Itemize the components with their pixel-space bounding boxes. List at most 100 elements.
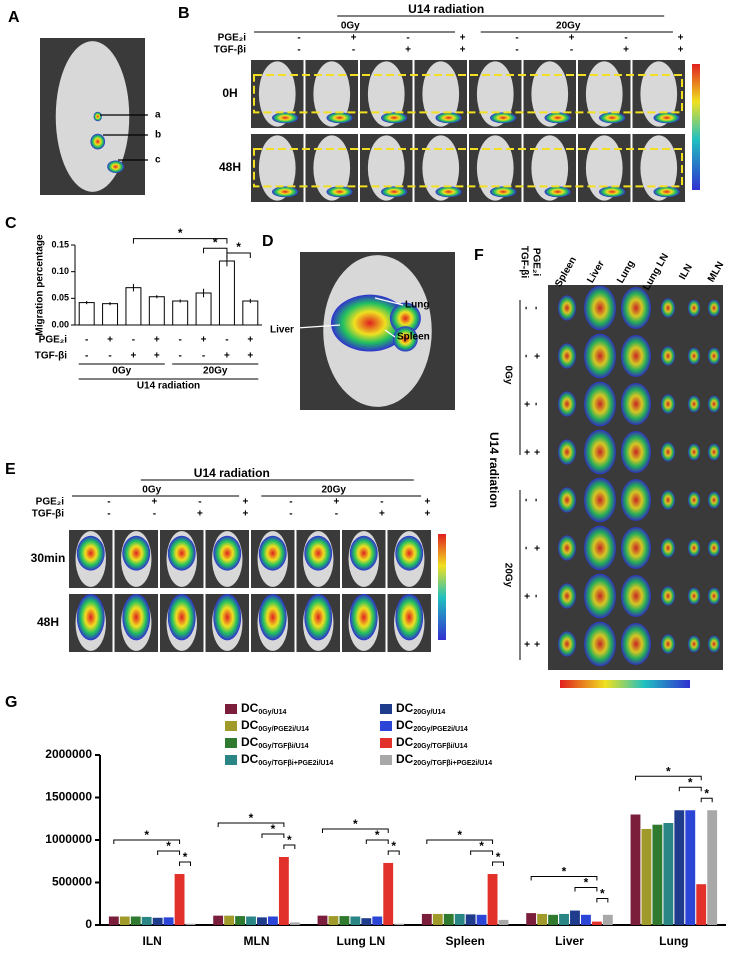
organ xyxy=(621,287,651,329)
dose: 0Gy xyxy=(142,485,161,496)
x-tick-label: MLN xyxy=(244,934,270,948)
bar xyxy=(78,302,95,326)
mouse-body xyxy=(258,135,296,201)
signal xyxy=(326,186,353,198)
sign: - xyxy=(352,45,355,56)
row-label: TGF-βi xyxy=(35,351,67,362)
dose: 0Gy xyxy=(502,366,513,385)
annotation: * xyxy=(496,850,501,864)
sign: + xyxy=(351,33,357,44)
bar xyxy=(570,910,580,925)
x-tick-label: Lung LN xyxy=(337,934,386,948)
row-label: TGF-βi xyxy=(214,45,246,56)
legend-swatch xyxy=(225,755,237,765)
x-tick-label: Spleen xyxy=(445,934,484,948)
annotation: * xyxy=(353,817,358,831)
bracket xyxy=(226,252,251,258)
bracket xyxy=(492,861,505,866)
bar xyxy=(559,913,569,925)
signal xyxy=(272,112,299,124)
bracket xyxy=(179,861,192,866)
organ xyxy=(584,525,616,571)
signal xyxy=(93,111,102,122)
sign: - xyxy=(520,306,531,309)
bar xyxy=(119,916,130,925)
label: b xyxy=(155,130,161,141)
organ xyxy=(708,299,720,317)
group-label: U14 radiation xyxy=(137,381,200,392)
signal xyxy=(213,535,242,571)
mouse-body xyxy=(476,61,514,127)
sign: - xyxy=(179,335,182,346)
y-tick-label: 2000000 xyxy=(45,747,92,761)
legend-swatch xyxy=(225,738,237,748)
bar xyxy=(141,916,152,925)
bracket xyxy=(387,850,400,855)
sign: + xyxy=(243,509,249,520)
sign: - xyxy=(515,33,518,44)
sign: + xyxy=(131,351,137,362)
organ xyxy=(621,479,651,521)
sign: - xyxy=(520,498,531,501)
colorbar xyxy=(438,534,446,640)
sign: + xyxy=(569,33,575,44)
mouse-body xyxy=(55,41,130,192)
sign: - xyxy=(198,497,201,508)
organ xyxy=(661,394,675,414)
organ xyxy=(708,347,720,365)
bar xyxy=(602,914,613,925)
panel-letter: G xyxy=(5,694,17,711)
bar xyxy=(537,913,548,925)
mouse-body xyxy=(367,135,405,201)
bar xyxy=(268,916,278,925)
dose: 20Gy xyxy=(502,563,513,588)
sign: + xyxy=(107,335,113,346)
sign: + xyxy=(201,335,207,346)
signal xyxy=(107,160,124,174)
sign: + xyxy=(530,449,541,455)
organ xyxy=(688,443,700,461)
organ xyxy=(558,487,576,513)
organ xyxy=(584,621,616,667)
organ xyxy=(584,573,616,619)
sign: - xyxy=(530,306,541,309)
sign: + xyxy=(379,509,385,520)
bar xyxy=(350,916,361,925)
signal xyxy=(393,326,418,352)
organ xyxy=(558,535,576,561)
bar xyxy=(130,916,141,925)
signal xyxy=(389,302,421,335)
bracket xyxy=(321,828,389,833)
mouse-body xyxy=(531,135,569,201)
bar xyxy=(185,923,196,925)
bar xyxy=(696,884,707,925)
organ xyxy=(708,443,720,461)
bar xyxy=(328,916,339,925)
line xyxy=(267,324,341,331)
mouse-body xyxy=(640,135,678,201)
mouse-body xyxy=(476,135,514,201)
organ xyxy=(688,299,700,317)
sign: - xyxy=(520,354,531,357)
bar xyxy=(195,292,212,326)
organ xyxy=(584,285,616,331)
sign: - xyxy=(520,546,531,549)
row-label: PGE₂i xyxy=(530,248,541,277)
annotation: * xyxy=(600,887,605,901)
sign: + xyxy=(197,509,203,520)
bar xyxy=(102,303,119,326)
sign: - xyxy=(515,45,518,56)
sign: - xyxy=(335,509,338,520)
signal xyxy=(76,535,105,571)
signal xyxy=(653,112,680,124)
organ xyxy=(661,442,675,462)
bracket xyxy=(365,839,389,844)
signal xyxy=(326,112,353,124)
x-tick-label: ILN xyxy=(142,934,161,948)
sign: - xyxy=(380,497,383,508)
organ-label: Spleen xyxy=(553,255,579,289)
mouse-body xyxy=(422,61,460,127)
organ xyxy=(558,343,576,369)
signal xyxy=(349,535,378,571)
organ-label: Liver xyxy=(585,259,607,285)
